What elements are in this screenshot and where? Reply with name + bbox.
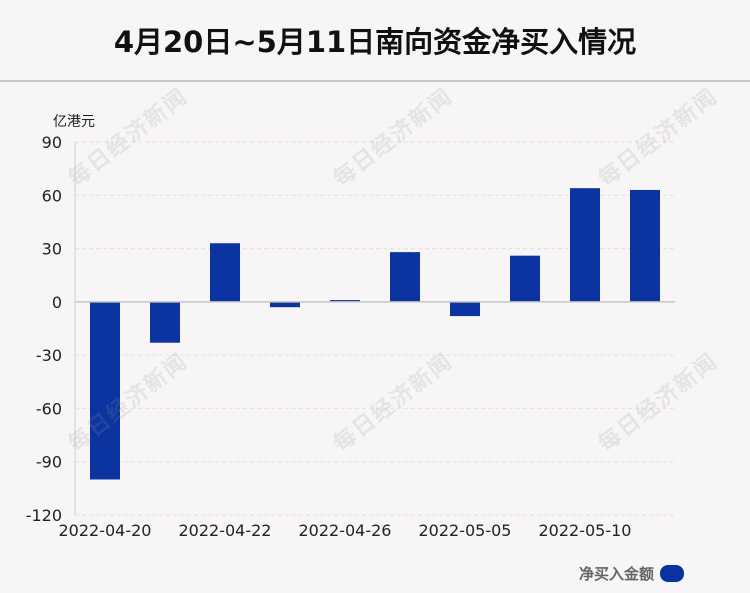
- y-unit-label: 亿港元: [53, 114, 95, 130]
- y-tick-label: -60: [36, 399, 62, 418]
- y-tick-label: 30: [42, 240, 62, 259]
- bar: [570, 188, 600, 302]
- legend-swatch: [660, 564, 684, 582]
- title-divider: [0, 80, 750, 82]
- x-tick-label: 2022-04-26: [299, 521, 392, 540]
- x-tick-label: 2022-05-05: [419, 521, 512, 540]
- bar: [210, 243, 240, 302]
- bar: [270, 301, 300, 308]
- x-tick-label: 2022-04-22: [179, 521, 272, 540]
- y-tick-label: -30: [36, 346, 62, 365]
- y-tick-label: -90: [36, 453, 62, 472]
- chart-legend: 净买入金额: [579, 562, 684, 584]
- x-tick-label: 2022-04-20: [59, 521, 152, 540]
- bar: [390, 252, 420, 302]
- legend-label: 净买入金额: [578, 564, 654, 583]
- y-tick-label: 60: [42, 186, 62, 205]
- bar: [150, 301, 180, 343]
- chart-title: 4月20日~5月11日南向资金净买入情况: [113, 25, 637, 59]
- y-tick-label: -120: [26, 506, 62, 525]
- x-tick-label: 2022-05-10: [539, 521, 632, 540]
- bar: [630, 189, 660, 302]
- bar: [90, 301, 120, 480]
- y-tick-label: 90: [42, 133, 62, 152]
- bar: [510, 255, 540, 302]
- y-tick-label: 0: [52, 293, 62, 312]
- bar: [330, 300, 360, 302]
- bar: [450, 301, 480, 317]
